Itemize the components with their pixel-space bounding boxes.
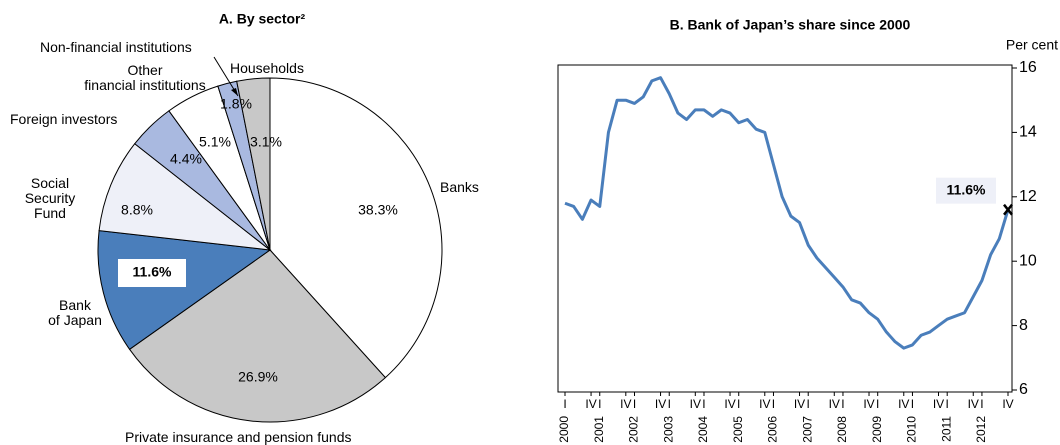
value-label: 26.9% (238, 369, 278, 385)
line-title: B. Bank of Japan’s share since 2000 (670, 17, 911, 33)
category-label: Households (230, 60, 304, 76)
value-label: 11.6% (133, 264, 172, 280)
end-marker (1003, 203, 1013, 216)
x-tick-label: I (598, 397, 601, 411)
category-label: Social Security Fund (24, 175, 76, 221)
year-label: 2000 (557, 416, 571, 443)
x-tick-label: IV (794, 397, 805, 411)
y-tick-label: 8 (1019, 317, 1028, 334)
x-tick-label: I (980, 397, 983, 411)
x-tick-label: IV (690, 397, 701, 411)
annotation: 11.6% (947, 181, 986, 197)
x-tick-label: I (841, 397, 844, 411)
year-label: 2005 (731, 416, 745, 443)
y-tick-label: 6 (1019, 381, 1028, 398)
year-label: 2007 (800, 416, 814, 443)
annotation-box (936, 177, 996, 204)
category-label: Private insurance and pension funds (125, 429, 352, 445)
x-tick-label: IV (968, 397, 979, 411)
label-box (118, 259, 186, 287)
category-label: Non-financial institutions (40, 39, 192, 55)
value-label: 4.4% (170, 151, 202, 167)
year-label: 2011 (939, 416, 953, 442)
y-axis-label: Per cent (1006, 37, 1058, 53)
y-tick-label: 14 (1019, 124, 1037, 141)
year-label: 2008 (835, 416, 849, 443)
y-tick-label: 16 (1019, 59, 1037, 76)
x-tick-label: IV (585, 397, 596, 411)
x-tick-label: I (911, 397, 914, 411)
x-tick-label: I (668, 397, 671, 411)
y-tick-label: 10 (1019, 252, 1037, 269)
year-label: 2003 (661, 416, 675, 443)
x-tick-label: IV (620, 397, 631, 411)
x-tick-label: IV (829, 397, 840, 411)
x-tick-label: IV (863, 397, 874, 411)
category-label: Bank of Japan (48, 297, 102, 328)
value-label: 1.8% (220, 96, 252, 112)
value-label: 3.1% (250, 134, 282, 150)
pie-slice (236, 77, 271, 251)
year-label: 2012 (974, 416, 988, 443)
x-tick-label: IV (1002, 397, 1013, 411)
year-label: 2006 (766, 416, 780, 443)
year-label: 2002 (627, 416, 641, 443)
x-tick-label: IV (759, 397, 770, 411)
x-tick-label: I (702, 397, 705, 411)
pie-slice (98, 143, 272, 251)
x-tick-label: I (633, 397, 636, 411)
value-label: 38.3% (358, 202, 398, 218)
x-tick-label: I (876, 397, 879, 411)
y-tick-label: 12 (1019, 188, 1037, 205)
value-label: 5.1% (199, 134, 231, 150)
x-tick-label: IV (898, 397, 909, 411)
x-tick-label: IV (655, 397, 666, 411)
x-tick-label: IV (933, 397, 944, 411)
year-label: 2010 (905, 416, 919, 443)
year-label: 2001 (592, 416, 606, 443)
category-label: Other financial institutions (84, 62, 206, 93)
leader-arrow (231, 88, 238, 96)
plot-frame (557, 64, 1013, 393)
x-tick-label: I (807, 397, 810, 411)
year-label: 2009 (870, 416, 884, 443)
pie-slice (128, 249, 387, 423)
x-tick-label: I (946, 397, 949, 411)
x-tick-label: I (772, 397, 775, 411)
category-label: Foreign investors (10, 111, 118, 127)
value-label: 8.8% (121, 202, 153, 218)
x-tick-label: I (563, 397, 566, 411)
pie-title: A. By sector² (219, 11, 306, 27)
x-tick-label: I (737, 397, 740, 411)
category-label: Banks (440, 179, 479, 195)
year-label: 2004 (696, 416, 710, 443)
line (564, 76, 1010, 350)
x-tick-label: IV (724, 397, 735, 411)
pie-slice (269, 77, 443, 379)
